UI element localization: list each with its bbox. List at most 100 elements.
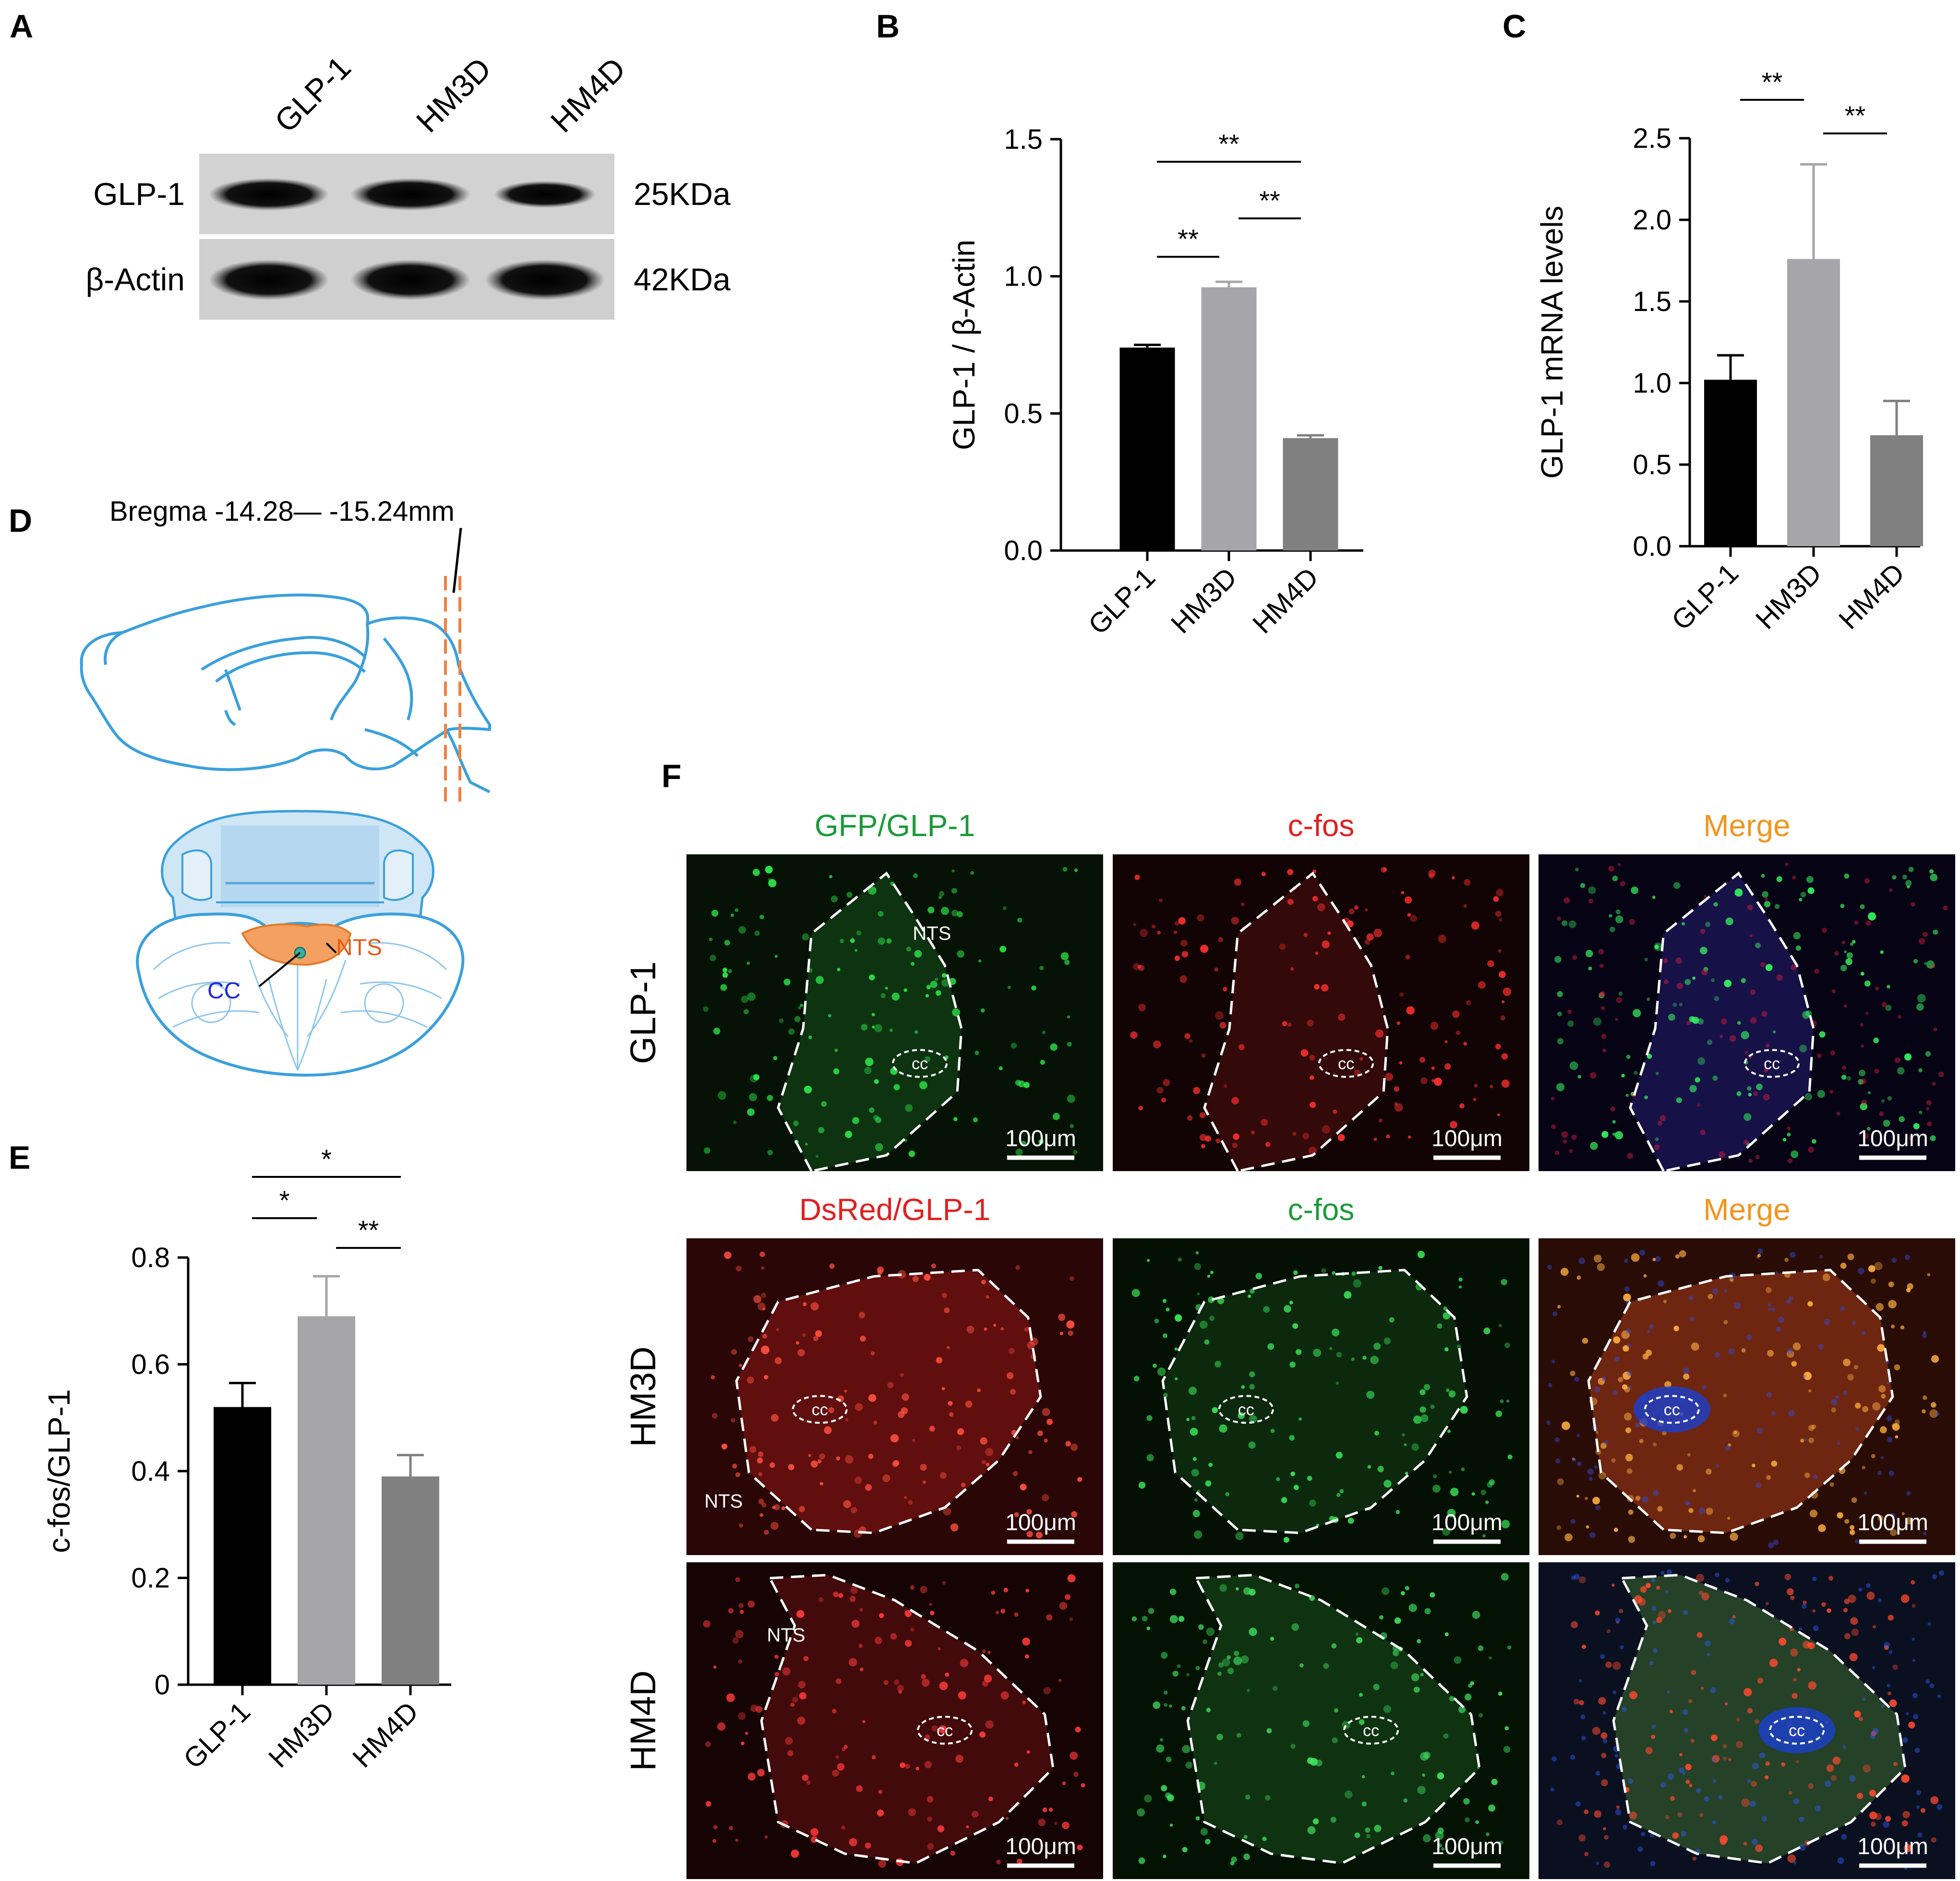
central-canal-outline: [1744, 1049, 1800, 1078]
cell-signal: [1588, 966, 1592, 970]
cell-signal: [1189, 1387, 1197, 1395]
cell-signal: [1588, 886, 1596, 894]
cell-signal: [1866, 1592, 1875, 1600]
cell-signal: [1723, 1320, 1728, 1325]
cell-signal: [1018, 1080, 1025, 1088]
nuclear-stain: [1746, 1334, 1752, 1341]
cell-signal: [1070, 1443, 1078, 1451]
cell-signal: [870, 1351, 875, 1355]
cell-signal: [1622, 1384, 1627, 1390]
cell-signal: [1290, 1744, 1296, 1749]
significance-marker: *: [321, 1144, 332, 1174]
x-tick-label: HM4D: [347, 1696, 424, 1773]
cell-signal: [906, 946, 912, 952]
nuclear-stain: [1938, 1570, 1945, 1576]
cell-signal: [1784, 1573, 1792, 1581]
cell-signal: [1289, 1300, 1293, 1305]
nts-label: NTS: [336, 935, 382, 960]
cell-signal: [1359, 1057, 1363, 1061]
cell-signal: [1367, 1465, 1371, 1469]
bar-hm3d: [1201, 287, 1257, 551]
cell-signal: [903, 988, 907, 992]
cell-signal: [1232, 1142, 1238, 1148]
cell-signal: [1344, 1790, 1353, 1799]
cell-signal: [1163, 1333, 1167, 1338]
cell-signal: [1491, 1779, 1498, 1785]
cell-signal: [1067, 1042, 1072, 1047]
cell-signal: [1365, 908, 1368, 911]
cell-signal: [1701, 1592, 1709, 1601]
cell-signal: [1757, 1677, 1763, 1684]
cell-signal: [1317, 903, 1325, 911]
y-tick-label: 0.0: [1004, 535, 1043, 566]
cell-signal: [1596, 1431, 1599, 1434]
cell-signal: [1895, 1435, 1899, 1439]
cell-signal: [1644, 1095, 1648, 1100]
cell-signal: [1331, 1643, 1337, 1649]
cell-signal: [1490, 1085, 1493, 1089]
cell-signal: [1255, 1272, 1263, 1280]
cell-signal: [1733, 1431, 1737, 1434]
cell-signal: [745, 1731, 748, 1735]
cell-signal: [1689, 1784, 1693, 1787]
scale-bar-label: 100μm: [1857, 1510, 1928, 1535]
cell-signal: [1007, 985, 1011, 989]
cell-signal: [1383, 1337, 1391, 1345]
cell-signal: [1021, 1140, 1026, 1146]
cell-signal: [1287, 1022, 1292, 1027]
nuclear-stain: [1649, 1661, 1654, 1665]
cell-signal: [1075, 1726, 1081, 1733]
cell-signal: [930, 981, 938, 988]
central-canal-label: cc: [1664, 1401, 1680, 1419]
nuclear-stain: [1702, 1385, 1707, 1390]
nuclear-stain: [1790, 1252, 1796, 1258]
cell-signal: [923, 1480, 926, 1484]
nuclear-stain: [1840, 1306, 1845, 1311]
y-tick-label: 1.0: [1004, 261, 1043, 292]
nuclear-stain: [1751, 1838, 1758, 1845]
nuclear-stain: [1852, 1321, 1856, 1326]
cell-signal: [1887, 1096, 1892, 1101]
cell-signal: [1166, 1756, 1172, 1762]
cell-signal: [1463, 1042, 1467, 1046]
cell-signal: [1348, 908, 1355, 914]
cell-signal: [1864, 980, 1871, 987]
cell-signal: [1248, 1294, 1251, 1298]
cell-signal: [851, 1619, 860, 1628]
cell-signal: [1612, 1120, 1616, 1124]
cell-signal: [1366, 1390, 1375, 1399]
cell-signal: [1195, 1816, 1200, 1821]
nuclear-stain: [1658, 1280, 1664, 1287]
cell-signal: [858, 1312, 866, 1318]
nuclear-stain: [1881, 1002, 1887, 1007]
cell-signal: [1817, 1090, 1825, 1098]
cell-signal: [931, 1725, 938, 1732]
cell-signal: [1052, 1113, 1060, 1120]
cell-signal: [1187, 1115, 1193, 1121]
cell-signal: [951, 910, 959, 917]
cell-signal: [979, 1731, 986, 1738]
nuclear-stain: [1933, 1027, 1937, 1031]
nuclear-stain: [1926, 1100, 1932, 1105]
cell-signal: [1137, 965, 1142, 969]
cell-signal: [920, 1586, 927, 1593]
cell-signal: [860, 1335, 866, 1342]
cell-signal: [1575, 867, 1579, 872]
nuclear-stain: [1711, 1758, 1716, 1762]
cell-signal: [1668, 1014, 1675, 1021]
cell-signal: [1411, 1673, 1419, 1681]
significance-marker: **: [1259, 185, 1280, 216]
cell-signal: [1850, 1529, 1855, 1535]
cell-signal: [1618, 992, 1623, 996]
cell-signal: [1688, 1508, 1694, 1513]
cell-signal: [986, 1295, 989, 1299]
nuclear-stain: [1612, 1690, 1617, 1695]
cell-signal: [939, 1472, 947, 1479]
cell-signal: [1755, 942, 1761, 948]
cell-signal: [739, 1523, 744, 1528]
cell-signal: [1174, 955, 1180, 961]
cell-signal: [1014, 1512, 1019, 1517]
nuclear-stain: [1601, 1377, 1607, 1381]
cell-signal: [1506, 1399, 1510, 1403]
